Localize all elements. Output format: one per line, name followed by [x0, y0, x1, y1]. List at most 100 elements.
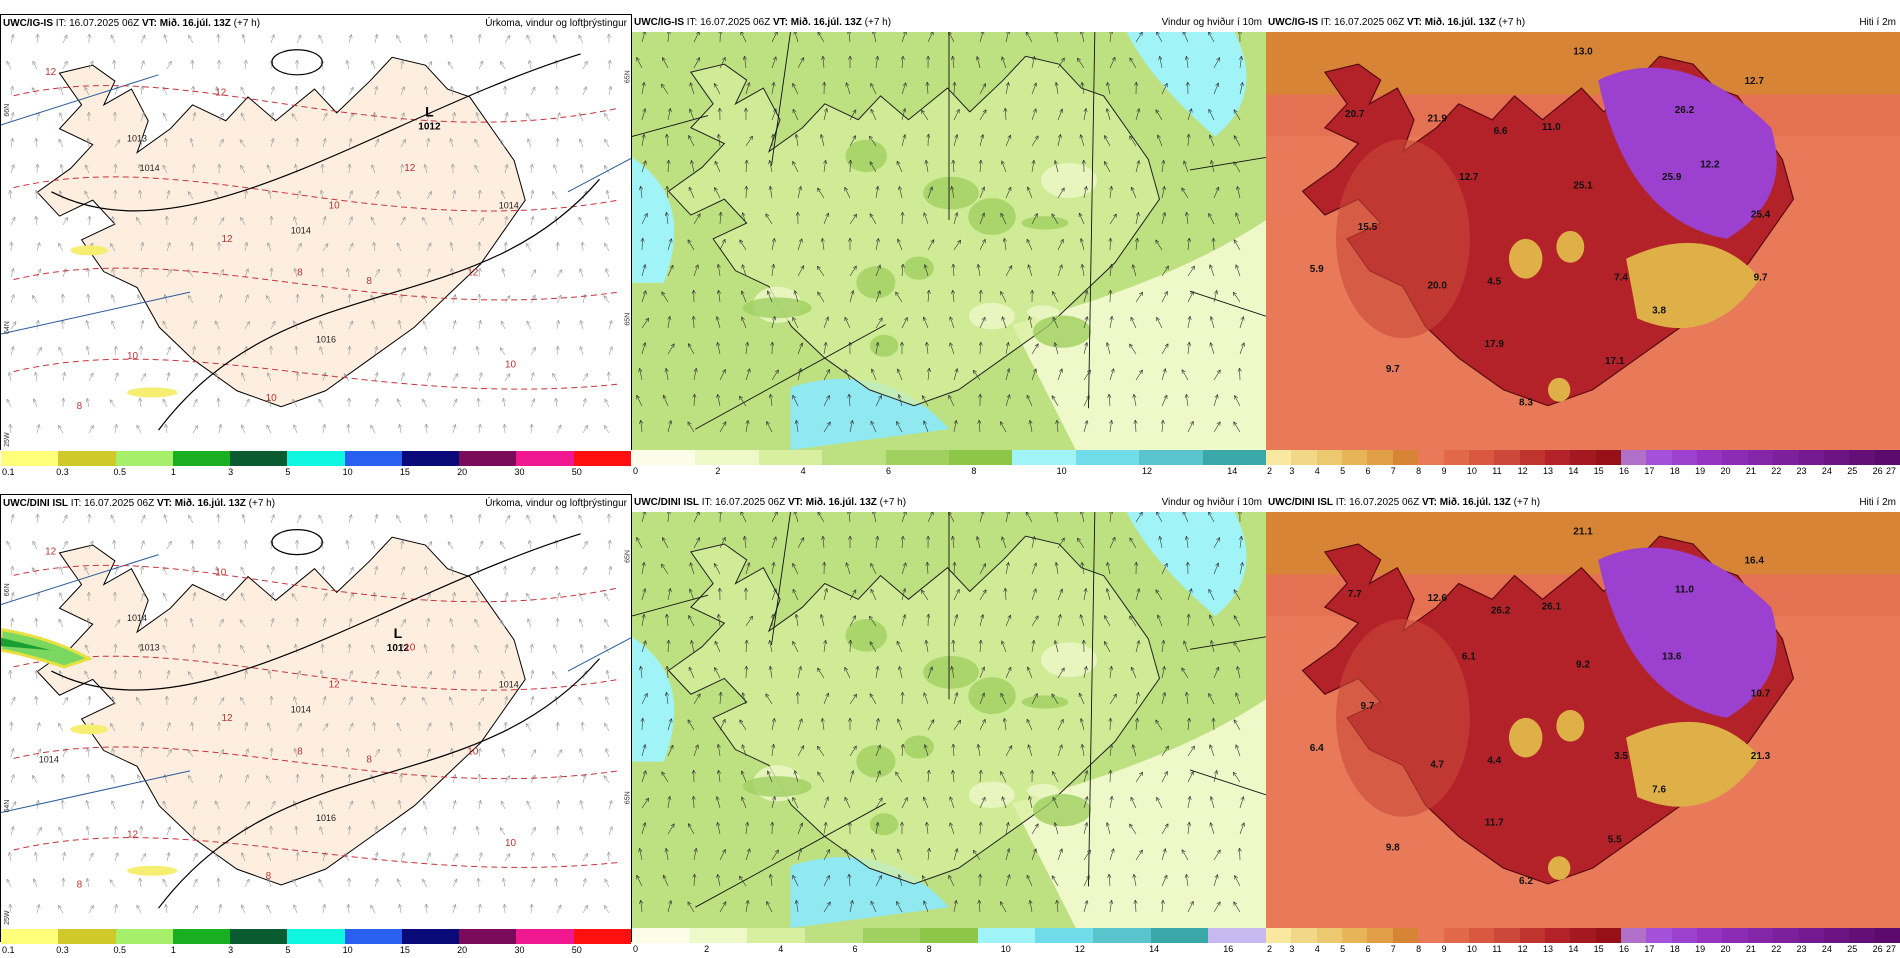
- color-scale-tick-label: 20: [1720, 466, 1730, 476]
- temperature-value: 13.0: [1573, 47, 1593, 58]
- color-scale-tick-label: 27: [1886, 944, 1896, 954]
- run-info: UWC/DINI ISL IT: 16.07.2025 06Z VT: Mið.…: [634, 494, 906, 512]
- temperature-value: 11.0: [1675, 585, 1694, 596]
- temperature-contour-label: 8: [366, 276, 372, 287]
- map-wind: [632, 32, 1266, 450]
- temperature-contour-label: 12: [329, 680, 341, 691]
- color-scale-swatch: [1418, 450, 1443, 465]
- color-scale-tick-label: 16: [1619, 944, 1629, 954]
- lead-time: (+7 h): [1514, 497, 1540, 508]
- temperature-contour-label: 8: [297, 746, 303, 757]
- temperature-value: 26.2: [1491, 606, 1511, 617]
- color-scale-tick-label: 11: [1492, 944, 1501, 954]
- temperature-value: 21.3: [1751, 751, 1771, 762]
- color-scale-swatch: [1291, 450, 1316, 465]
- init-time: 16.07.2025 06Z: [84, 498, 154, 509]
- color-scale-swatch: [1596, 928, 1621, 943]
- color-scale-bar: [1, 451, 631, 466]
- panel-header: UWC/DINI ISL IT: 16.07.2025 06Z VT: Mið.…: [1, 495, 631, 513]
- temperature-value: 7.4: [1614, 272, 1628, 283]
- model-name: UWC/DINI ISL: [1268, 497, 1333, 508]
- panel-igis-precip: UWC/IG-IS IT: 16.07.2025 06Z VT: Mið. 16…: [0, 14, 632, 450]
- color-scale-swatch: [1570, 450, 1595, 465]
- color-scale-swatch: [58, 451, 115, 466]
- color-scale-tick-label: 24: [1822, 944, 1832, 954]
- color-scale-swatch: [805, 928, 863, 943]
- color-scale-swatch: [886, 450, 949, 465]
- isobar-label: 1013: [127, 134, 147, 144]
- color-scale-tick-label: 9: [1442, 466, 1447, 476]
- color-scale-tick-label: 5: [1340, 944, 1345, 954]
- color-scale-tick-label: 26: [1873, 944, 1883, 954]
- color-scale-swatch: [345, 451, 402, 466]
- color-scale-tick-label: 23: [1797, 466, 1807, 476]
- init-time: 16.07.2025 06Z: [700, 17, 770, 28]
- vt-label: VT:: [1422, 497, 1437, 508]
- temperature-contour-label: 10: [127, 351, 139, 362]
- color-scale-tick-label: 0.3: [56, 467, 69, 477]
- color-scale-swatch: [1849, 450, 1874, 465]
- temperature-value: 15.5: [1358, 222, 1378, 233]
- color-scale-swatch: [173, 929, 230, 944]
- color-scale-tick-label: 12: [1142, 466, 1152, 476]
- color-scale-swatch: [1875, 928, 1900, 943]
- color-scale-swatch: [1596, 450, 1621, 465]
- temperature-contour-label: 10: [404, 642, 416, 653]
- color-scale-swatch: [1093, 928, 1151, 943]
- temperature-value: 25.4: [1751, 210, 1771, 221]
- temperature-value: 6.4: [1310, 743, 1324, 754]
- color-scale-swatch: [632, 928, 690, 943]
- color-scale-swatch: [863, 928, 921, 943]
- color-scale-tick-label: 7: [1391, 944, 1396, 954]
- color-scale-swatch: [1748, 928, 1773, 943]
- color-scale-bar: [1266, 928, 1900, 943]
- color-scale-tick-label: 17: [1644, 944, 1654, 954]
- color-scale-tick-label: 22: [1771, 466, 1781, 476]
- color-scale-swatch: [1697, 450, 1722, 465]
- color-scale-tick-label: 20: [457, 467, 467, 477]
- vt-label: VT:: [788, 497, 803, 508]
- graticule-label: 66N: [4, 583, 11, 596]
- panel-title: Vindur og hviður í 10m: [1162, 494, 1262, 512]
- color-scale-swatch: [1799, 450, 1824, 465]
- color-scale-swatch: [230, 929, 287, 944]
- valid-time: Mið. 16.júl. 13Z: [791, 17, 862, 28]
- color-scale-tick-label: 0: [633, 466, 638, 476]
- color-scale-tick-label: 2: [704, 944, 709, 954]
- color-scale-swatch: [1646, 450, 1671, 465]
- valid-time: Mið. 16.júl. 13Z: [160, 18, 231, 29]
- model-name: UWC/IG-IS: [3, 18, 53, 29]
- temperature-value: 4.5: [1487, 276, 1501, 287]
- color-scale-bar: [632, 928, 1266, 943]
- isobar-label: 1016: [316, 813, 336, 823]
- color-scale-tick-label: 19: [1695, 944, 1705, 954]
- temperature-value: 9.8: [1386, 843, 1400, 854]
- it-label: IT:: [71, 498, 82, 509]
- color-scale-swatch: [1773, 450, 1798, 465]
- color-scale-tick-label: 8: [1416, 466, 1421, 476]
- model-name: UWC/IG-IS: [634, 17, 684, 28]
- color-scale-swatch: [1444, 450, 1469, 465]
- color-scale-tick-label: 8: [927, 944, 932, 954]
- color-scale-swatch: [516, 451, 573, 466]
- lead-time: (+7 h): [865, 17, 891, 28]
- color-scale-swatch: [173, 451, 230, 466]
- isobar-label: 1014: [140, 163, 160, 173]
- color-scale-tick-label: 4: [1315, 944, 1320, 954]
- color-scale-tick-label: 15: [1594, 944, 1604, 954]
- color-scale-tick-label: 14: [1227, 466, 1237, 476]
- color-scale-swatch: [402, 929, 459, 944]
- color-scale-swatch: [1342, 450, 1367, 465]
- color-scale-swatch: [1266, 928, 1291, 943]
- temperature-value: 25.1: [1573, 180, 1593, 191]
- panel-header: UWC/DINI ISL IT: 16.07.2025 06Z VT: Mið.…: [632, 494, 1266, 512]
- temperature-contour-label: 8: [266, 871, 272, 882]
- color-scale-tick-label: 13: [1543, 944, 1553, 954]
- temperature-value: 8.3: [1519, 398, 1533, 409]
- low-pressure-value: 1012: [418, 122, 441, 133]
- temperature-value: 5.5: [1608, 834, 1622, 845]
